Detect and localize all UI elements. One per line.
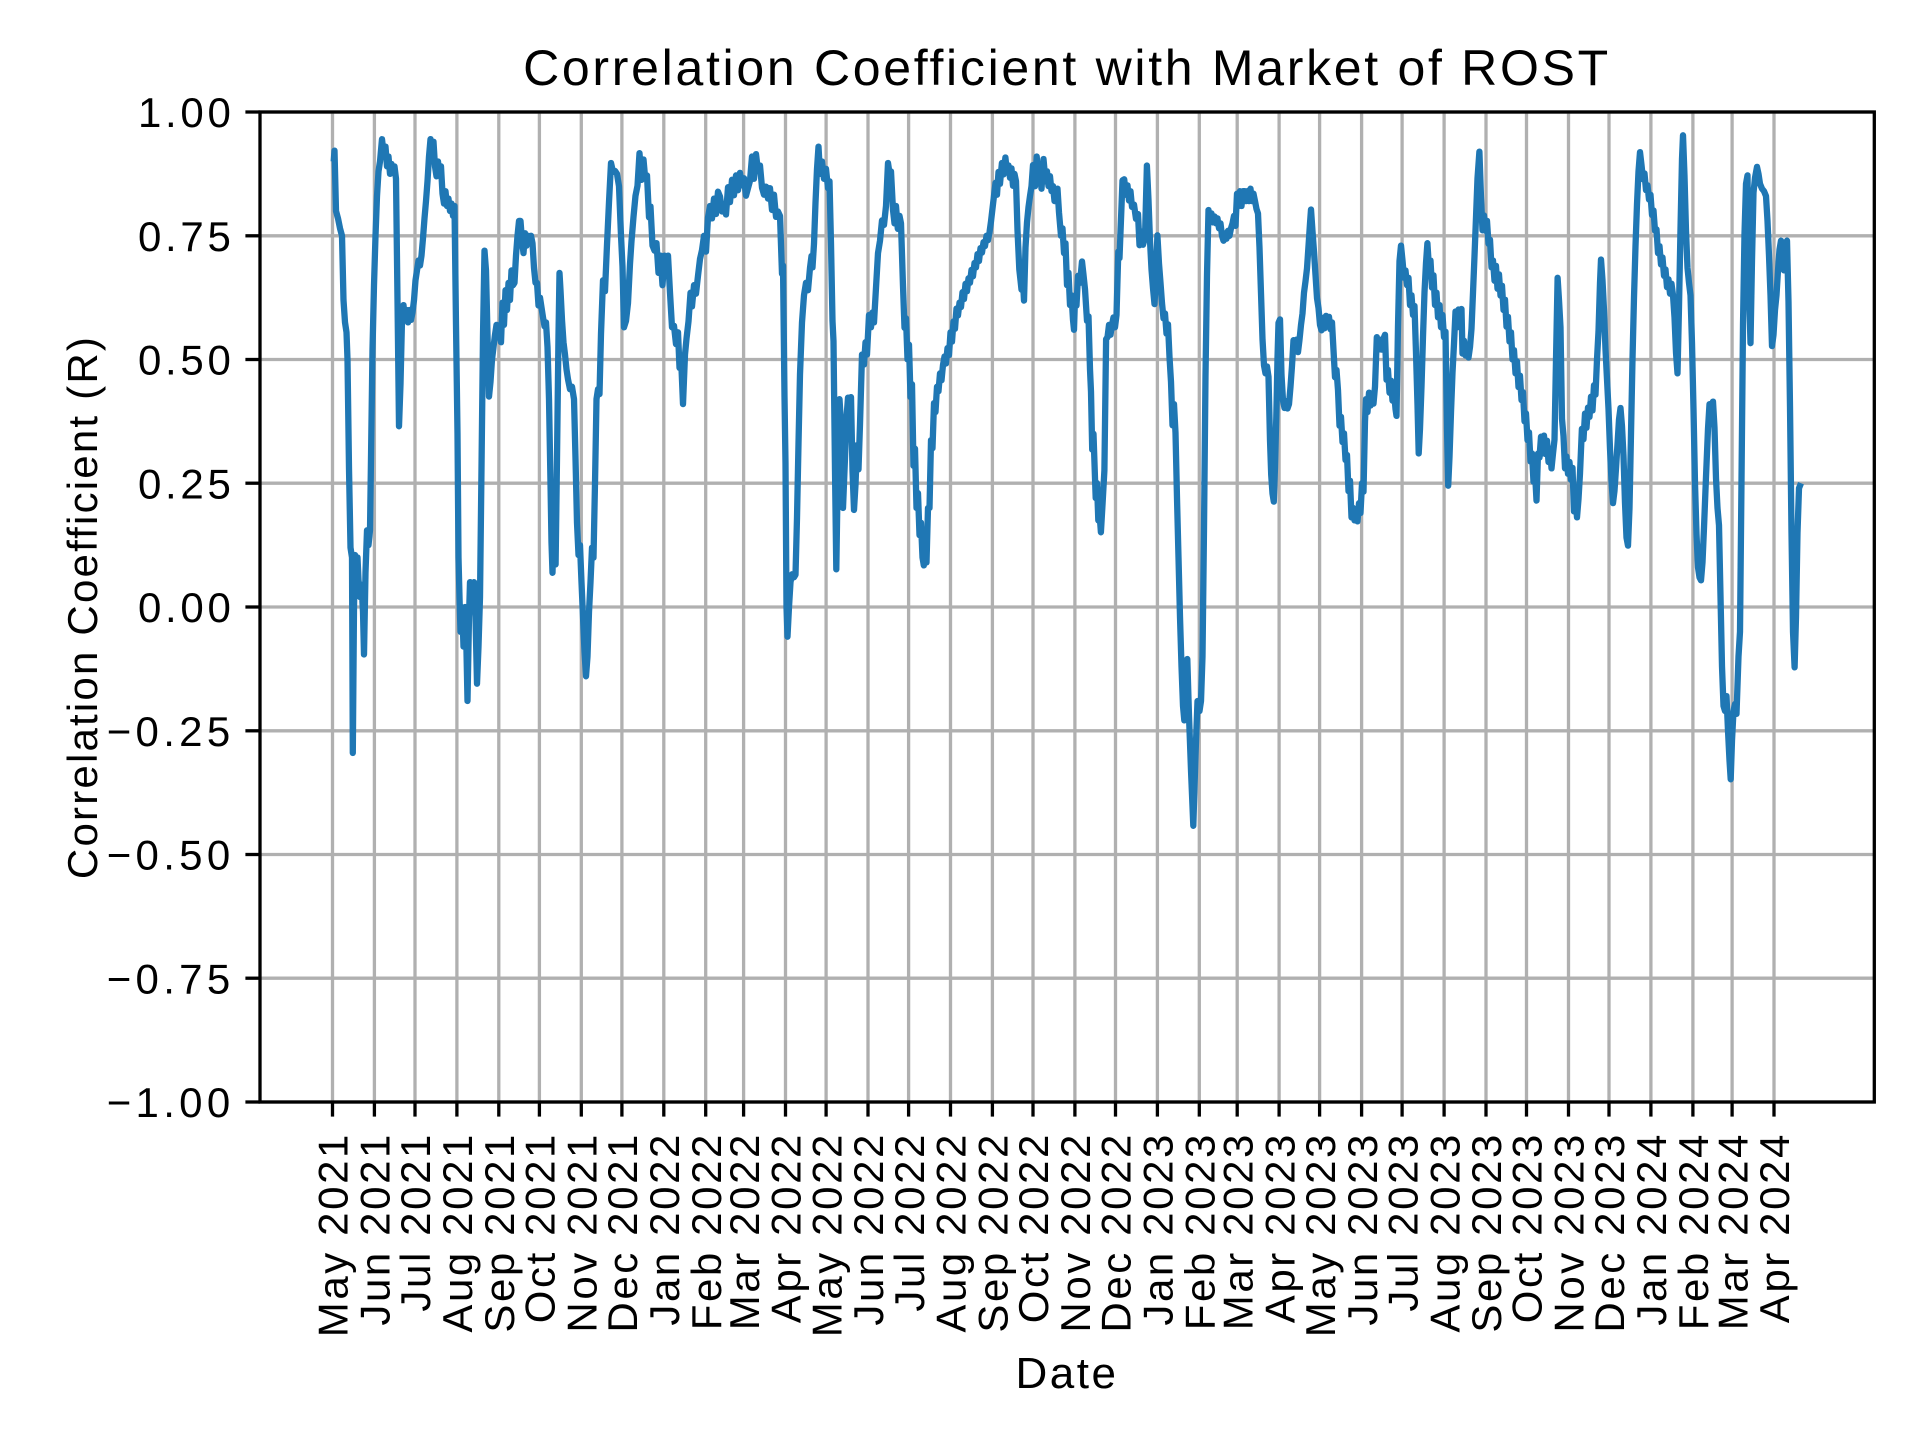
svg-text:0.25: 0.25 [138, 460, 235, 507]
svg-text:Apr 2022: Apr 2022 [763, 1132, 810, 1323]
svg-text:Jan 2022: Jan 2022 [641, 1132, 688, 1326]
svg-text:−0.75: −0.75 [107, 956, 235, 1003]
svg-text:Mar 2023: Mar 2023 [1214, 1132, 1261, 1330]
svg-text:Correlation Coefficient with M: Correlation Coefficient with Market of R… [523, 40, 1611, 96]
svg-text:Aug 2021: Aug 2021 [434, 1132, 481, 1333]
svg-text:Aug 2022: Aug 2022 [928, 1132, 975, 1333]
svg-text:Jul 2021: Jul 2021 [392, 1132, 439, 1312]
svg-text:Jan 2024: Jan 2024 [1628, 1132, 1675, 1326]
svg-text:May 2022: May 2022 [803, 1132, 850, 1337]
svg-text:Jun 2023: Jun 2023 [1339, 1132, 1386, 1326]
svg-text:Mar 2024: Mar 2024 [1709, 1132, 1756, 1330]
svg-text:Nov 2022: Nov 2022 [1052, 1132, 1099, 1333]
svg-text:Nov 2023: Nov 2023 [1546, 1132, 1593, 1333]
svg-text:0.75: 0.75 [138, 213, 235, 260]
svg-text:Sep 2023: Sep 2023 [1463, 1132, 1510, 1333]
svg-text:Apr 2024: Apr 2024 [1751, 1132, 1798, 1323]
svg-text:Dec 2022: Dec 2022 [1093, 1132, 1140, 1333]
svg-text:May 2023: May 2023 [1297, 1132, 1344, 1337]
svg-text:Jul 2022: Jul 2022 [886, 1132, 933, 1312]
svg-text:Feb 2022: Feb 2022 [683, 1132, 730, 1330]
svg-text:Sep 2021: Sep 2021 [476, 1132, 523, 1333]
svg-text:Oct 2021: Oct 2021 [517, 1132, 564, 1323]
svg-text:0.50: 0.50 [138, 337, 235, 384]
svg-text:Feb 2023: Feb 2023 [1177, 1132, 1224, 1330]
svg-text:Oct 2023: Oct 2023 [1504, 1132, 1551, 1323]
svg-text:Jun 2021: Jun 2021 [352, 1132, 399, 1326]
svg-text:Feb 2024: Feb 2024 [1670, 1132, 1717, 1330]
svg-text:Jan 2023: Jan 2023 [1135, 1132, 1182, 1326]
svg-text:−0.25: −0.25 [107, 708, 235, 755]
svg-text:May 2021: May 2021 [310, 1132, 357, 1337]
svg-text:Nov 2021: Nov 2021 [559, 1132, 606, 1333]
svg-text:Jun 2022: Jun 2022 [845, 1132, 892, 1326]
svg-text:Aug 2023: Aug 2023 [1421, 1132, 1468, 1333]
svg-text:0.00: 0.00 [138, 584, 235, 631]
svg-text:Jul 2023: Jul 2023 [1379, 1132, 1426, 1312]
svg-text:Oct 2022: Oct 2022 [1010, 1132, 1057, 1323]
svg-text:Apr 2023: Apr 2023 [1256, 1132, 1303, 1323]
svg-text:Sep 2022: Sep 2022 [970, 1132, 1017, 1333]
svg-text:−1.00: −1.00 [107, 1079, 235, 1126]
svg-text:Correlation Coefficient (R): Correlation Coefficient (R) [59, 335, 106, 879]
svg-text:1.00: 1.00 [138, 89, 235, 136]
svg-text:Date: Date [1016, 1349, 1119, 1398]
svg-text:−0.50: −0.50 [107, 832, 235, 879]
svg-text:Mar 2022: Mar 2022 [721, 1132, 768, 1330]
svg-text:Dec 2023: Dec 2023 [1586, 1132, 1633, 1333]
svg-text:Dec 2021: Dec 2021 [599, 1132, 646, 1333]
